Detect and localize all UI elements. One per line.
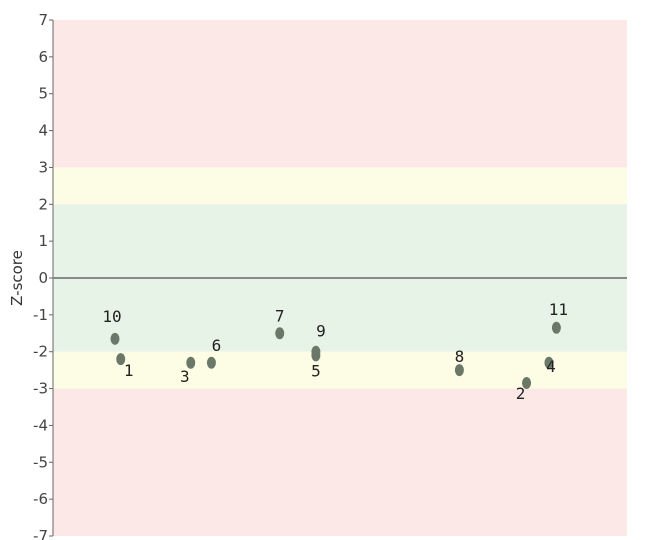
- y-tick-label: -4: [33, 416, 48, 434]
- y-tick-label: -1: [33, 306, 48, 324]
- band-3: [53, 351, 627, 389]
- data-label-6: 6: [212, 336, 222, 355]
- y-tick-label: -7: [33, 527, 48, 540]
- band-1: [53, 167, 627, 205]
- data-label-10: 10: [102, 307, 121, 326]
- band-0: [53, 20, 627, 168]
- y-tick-label: -5: [33, 453, 48, 471]
- data-point-4: [544, 356, 554, 369]
- data-point-7: [275, 327, 285, 340]
- y-tick-label: 2: [38, 195, 48, 213]
- data-label-5: 5: [311, 361, 321, 380]
- y-tick-label: 1: [38, 232, 48, 250]
- points-layer: 1 2 3 4 5 6 7 8 9 10 11: [102, 300, 568, 403]
- band-4: [53, 388, 627, 536]
- y-tick-label: -6: [33, 490, 48, 508]
- data-point-8: [454, 364, 464, 377]
- data-label-3: 3: [180, 367, 190, 386]
- band-layer: [53, 20, 627, 536]
- data-label-2: 2: [516, 384, 526, 403]
- y-tick-label: 4: [38, 122, 48, 140]
- data-label-7: 7: [275, 306, 285, 325]
- data-label-8: 8: [455, 347, 465, 366]
- data-point-3: [186, 356, 196, 369]
- data-label-11: 11: [549, 300, 568, 319]
- data-point-11: [551, 321, 561, 334]
- data-point-2: [522, 377, 532, 390]
- data-point-1: [116, 353, 126, 366]
- y-tick-label: 3: [38, 158, 48, 176]
- y-tick-label: -3: [33, 380, 48, 398]
- y-tick-label: -2: [33, 343, 48, 361]
- y-tick-label: 6: [38, 48, 48, 66]
- data-label-9: 9: [316, 322, 326, 341]
- y-axis-title: Z-score: [8, 250, 26, 306]
- y-tick-label: 7: [38, 11, 48, 29]
- data-label-4: 4: [546, 357, 556, 376]
- data-point-10: [110, 332, 120, 345]
- y-tick-label: 0: [38, 269, 48, 287]
- data-point-9: [311, 345, 321, 358]
- data-point-6: [206, 356, 216, 369]
- data-label-1: 1: [124, 361, 134, 380]
- y-tick-label: 5: [38, 85, 48, 103]
